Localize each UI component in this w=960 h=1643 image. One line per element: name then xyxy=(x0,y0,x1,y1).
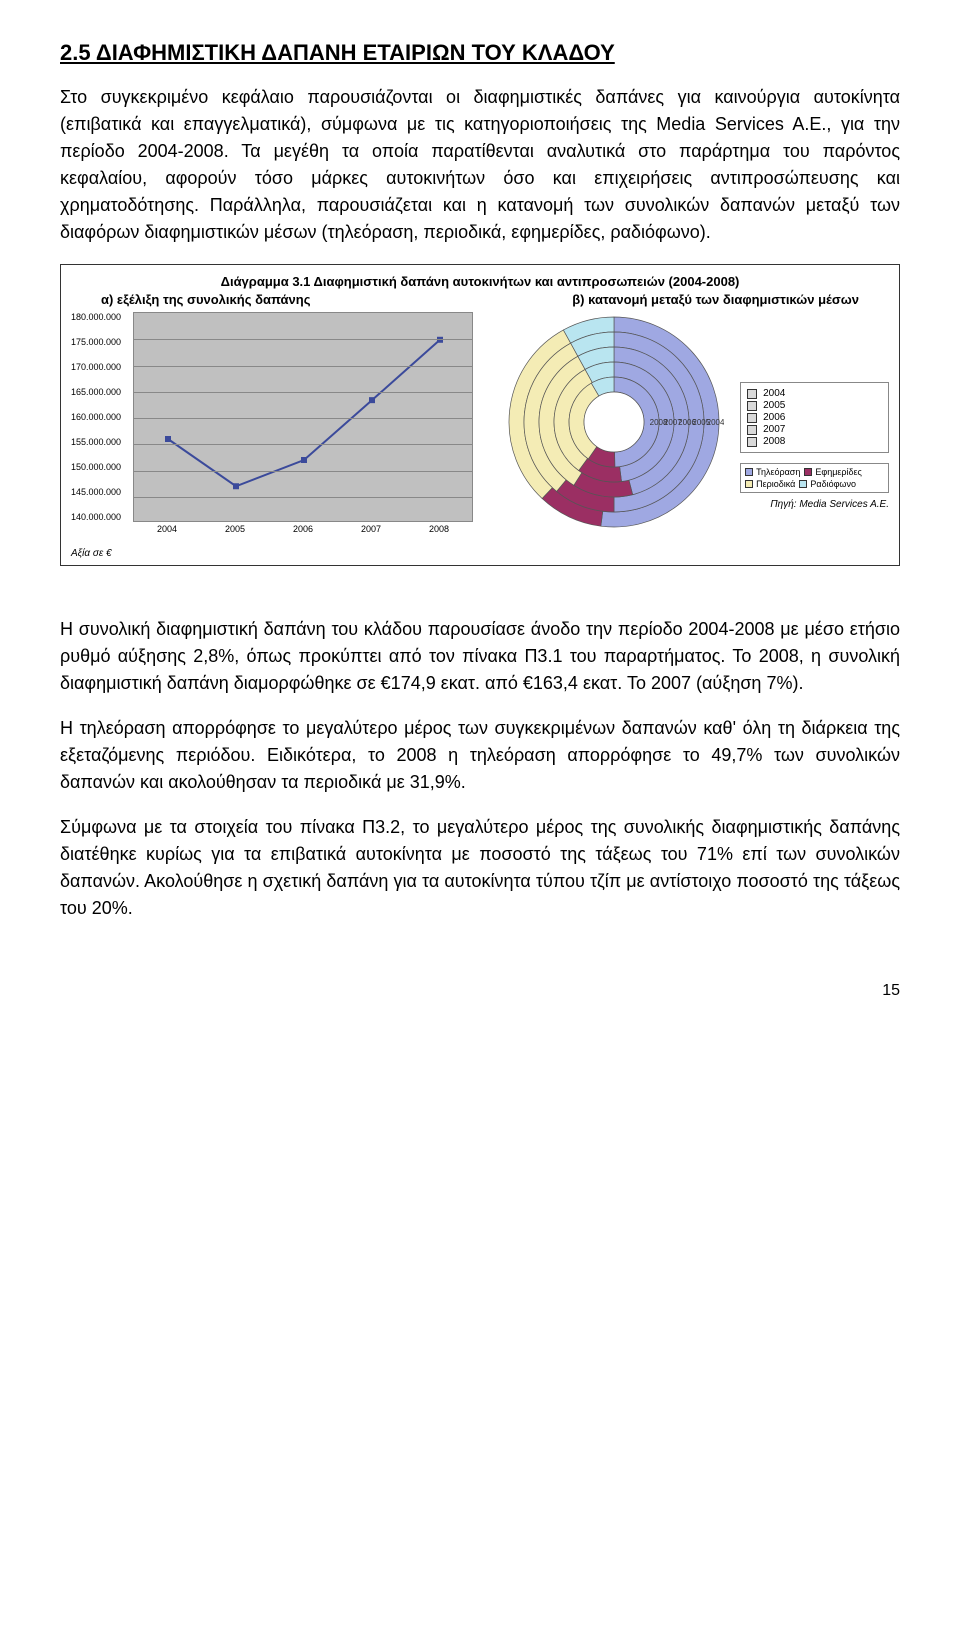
chart-container: Διάγραμμα 3.1 Διαφημιστική δαπάνη αυτοκι… xyxy=(60,264,900,566)
chart-subtitle-a: α) εξέλιξη της συνολικής δαπάνης xyxy=(101,291,310,309)
chart-title: Διάγραμμα 3.1 Διαφημιστική δαπάνη αυτοκι… xyxy=(71,273,889,291)
chart-legends: 20042005200620072008 ΤηλεόρασηΕφημερίδες… xyxy=(740,312,889,510)
paragraph-4: Σύμφωνα με τα στοιχεία του πίνακα Π3.2, … xyxy=(60,814,900,922)
paragraph-3: Η τηλεόραση απορρόφησε το μεγαλύτερο μέρ… xyxy=(60,715,900,796)
donut-chart-panel: 20042005200620072008 xyxy=(500,312,728,532)
x-axis-labels: 20042005200620072008 xyxy=(133,524,473,534)
paragraph-1: Στο συγκεκριμένο κεφάλαιο παρουσιάζονται… xyxy=(60,84,900,246)
y-axis-labels: 180.000.000175.000.000170.000.000165.000… xyxy=(71,312,133,522)
svg-text:2008: 2008 xyxy=(650,418,668,427)
ring-legend: 20042005200620072008 xyxy=(740,382,889,453)
chart-note-right: Πηγή: Media Services A.E. xyxy=(740,499,889,510)
paragraph-2: Η συνολική διαφημιστική δαπάνη του κλάδο… xyxy=(60,616,900,697)
chart-note-left: Αξία σε € xyxy=(71,548,488,559)
donut-chart-svg: 20042005200620072008 xyxy=(504,312,724,532)
chart-header: Διάγραμμα 3.1 Διαφημιστική δαπάνη αυτοκι… xyxy=(71,273,889,308)
line-plot-area xyxy=(133,312,473,522)
line-chart-panel: 180.000.000175.000.000170.000.000165.000… xyxy=(71,312,488,559)
page-number: 15 xyxy=(60,982,900,1000)
media-legend: ΤηλεόρασηΕφημερίδεςΠεριοδικάΡαδιόφωνο xyxy=(740,463,889,493)
chart-subtitle-b: β) κατανομή μεταξύ των διαφημιστικών μέσ… xyxy=(572,291,859,309)
section-heading: 2.5 ΔΙΑΦΗΜΙΣΤΙΚΗ ΔΑΠΑΝΗ ΕΤΑΙΡΙΩΝ ΤΟΥ ΚΛΑ… xyxy=(60,40,900,66)
